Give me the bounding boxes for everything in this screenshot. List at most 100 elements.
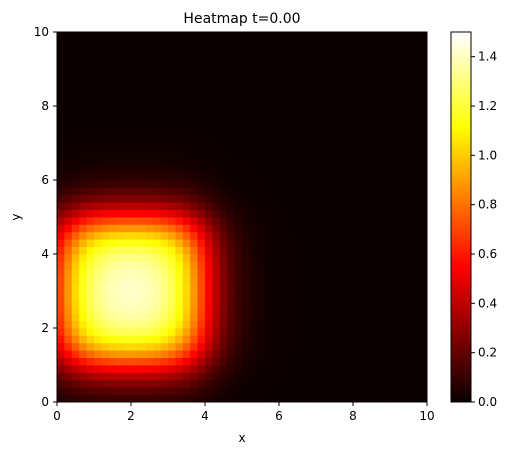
heatmap-cell — [197, 379, 206, 388]
heatmap-cell — [390, 246, 398, 255]
heatmap-cell — [397, 313, 406, 321]
heatmap-cell — [138, 291, 147, 299]
heatmap-cell — [145, 342, 154, 351]
heatmap-cell — [227, 350, 235, 358]
heatmap-cell — [397, 69, 406, 77]
heatmap-cell — [212, 209, 221, 218]
heatmap-cell — [323, 350, 332, 358]
heatmap-cell — [153, 283, 161, 292]
heatmap-cell — [345, 335, 354, 344]
heatmap-cell — [279, 128, 287, 136]
heatmap-cell — [404, 172, 413, 181]
heatmap-cell — [131, 194, 139, 203]
heatmap-cell — [79, 180, 87, 188]
heatmap-cell — [71, 61, 80, 70]
heatmap-cell — [101, 39, 110, 48]
heatmap-cell — [175, 39, 184, 48]
heatmap-cell — [71, 157, 80, 166]
heatmap-cell — [323, 254, 332, 262]
heatmap-cell — [138, 61, 147, 70]
heatmap-cell — [197, 69, 206, 77]
heatmap-cell — [64, 61, 73, 70]
heatmap-cell — [419, 135, 428, 144]
heatmap-cell — [175, 113, 184, 122]
heatmap-cell — [242, 128, 250, 136]
heatmap-cell — [227, 298, 235, 307]
heatmap-cell — [227, 342, 235, 351]
heatmap-cell — [404, 209, 413, 218]
heatmap-cell — [175, 202, 184, 210]
heatmap-cell — [412, 379, 420, 388]
heatmap-cell — [212, 217, 221, 225]
heatmap-cell — [316, 276, 324, 284]
colorbar-segment — [451, 398, 471, 401]
heatmap-cell — [175, 209, 184, 218]
heatmap-cell — [360, 194, 369, 203]
heatmap-cell — [404, 335, 413, 344]
heatmap-cell — [404, 106, 413, 114]
heatmap-cell — [360, 143, 369, 151]
colorbar-segment — [451, 120, 471, 123]
heatmap-cell — [71, 239, 80, 247]
heatmap-cell — [219, 180, 228, 188]
heatmap-cell — [271, 246, 280, 255]
heatmap-cell — [382, 387, 391, 395]
heatmap-cell — [367, 180, 376, 188]
heatmap-cell — [79, 194, 87, 203]
heatmap-cell — [397, 165, 406, 173]
heatmap-cell — [249, 365, 258, 373]
heatmap-cell — [168, 39, 176, 48]
heatmap-cell — [316, 91, 324, 99]
heatmap-cell — [412, 283, 420, 292]
heatmap-cell — [404, 69, 413, 77]
heatmap-cell — [71, 313, 80, 321]
heatmap-cell — [205, 246, 213, 255]
colorbar-segment — [451, 364, 471, 367]
heatmap-cell — [286, 239, 295, 247]
heatmap-cell — [264, 83, 272, 92]
heatmap-cell — [279, 357, 287, 366]
heatmap-cell — [138, 268, 147, 277]
heatmap-cell — [123, 305, 132, 314]
heatmap-cell — [219, 69, 228, 77]
colorbar-segment — [451, 84, 471, 87]
heatmap-cell — [160, 283, 169, 292]
heatmap-cell — [71, 91, 80, 99]
heatmap-cell — [397, 143, 406, 151]
heatmap-cell — [219, 379, 228, 388]
heatmap-cell — [249, 150, 258, 159]
heatmap-cell — [279, 276, 287, 284]
heatmap-cell — [182, 120, 191, 129]
heatmap-cell — [153, 69, 161, 77]
heatmap-cell — [316, 98, 324, 107]
heatmap-cell — [323, 387, 332, 395]
heatmap-cell — [190, 83, 198, 92]
heatmap-cell — [101, 61, 110, 70]
heatmap-cell — [86, 239, 95, 247]
heatmap-cell — [308, 69, 317, 77]
heatmap-cell — [57, 350, 65, 358]
colorbar-segment — [451, 112, 471, 115]
heatmap-cell — [271, 387, 280, 395]
heatmap-cell — [419, 372, 428, 381]
colorbar-segment — [451, 378, 471, 381]
heatmap-cell — [323, 357, 332, 366]
heatmap-cell — [123, 320, 132, 329]
heatmap-cell — [353, 298, 361, 307]
heatmap-cell — [360, 106, 369, 114]
heatmap-cell — [308, 298, 317, 307]
heatmap-cell — [397, 372, 406, 381]
heatmap-cell — [190, 298, 198, 307]
heatmap-cell — [271, 394, 280, 403]
heatmap-cell — [242, 39, 250, 48]
heatmap-cell — [264, 298, 272, 307]
heatmap-cell — [101, 335, 110, 344]
heatmap-cell — [168, 32, 176, 40]
heatmap-cell — [227, 231, 235, 240]
heatmap-cell — [219, 298, 228, 307]
heatmap-cell — [256, 357, 265, 366]
heatmap-cell — [227, 335, 235, 344]
heatmap-cell — [234, 209, 243, 218]
heatmap-cell — [279, 98, 287, 107]
colorbar-segment — [451, 104, 471, 107]
